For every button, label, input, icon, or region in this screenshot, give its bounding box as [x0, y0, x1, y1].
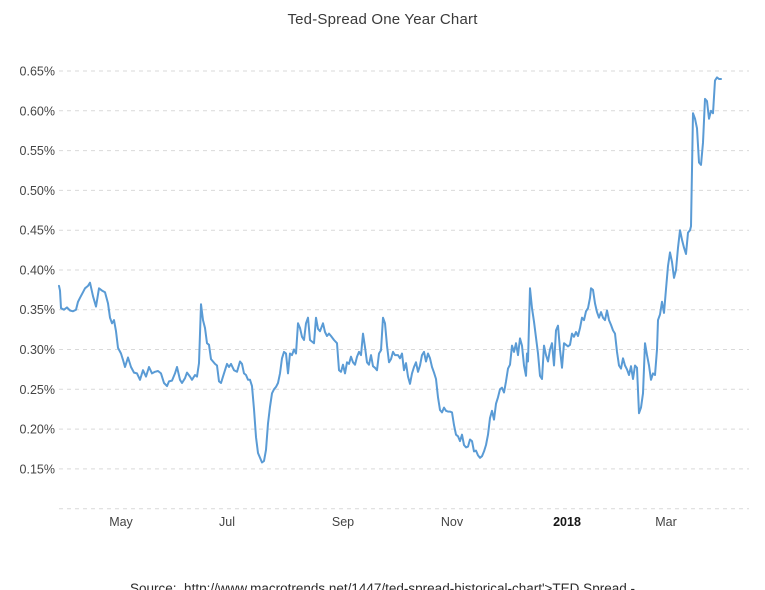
- y-axis-tick-label: 0.50%: [20, 184, 55, 198]
- y-axis-tick-label: 0.15%: [20, 462, 55, 476]
- x-axis-tick-label: May: [109, 515, 133, 529]
- source-caption: Source: http://www.macrotrends.net/1447/…: [0, 541, 765, 590]
- ted-spread-series-line: [58, 76, 722, 464]
- y-axis-tick-label: 0.45%: [20, 224, 55, 238]
- source-line-1: Source: http://www.macrotrends.net/1447/…: [130, 581, 635, 590]
- x-axis-tick-label: 2018: [553, 515, 581, 529]
- y-axis-tick-label: 0.55%: [20, 144, 55, 158]
- chart-title: Ted-Spread One Year Chart: [287, 11, 478, 28]
- x-axis-tick-label: Mar: [655, 515, 677, 529]
- x-axis-tick-label: Jul: [219, 515, 235, 529]
- y-axis-tick-label: 0.65%: [20, 65, 55, 79]
- x-axis-tick-label: Sep: [332, 515, 354, 529]
- y-axis-tick-label: 0.35%: [20, 303, 55, 317]
- x-axis-tick-label: Nov: [441, 515, 464, 529]
- y-axis-tick-label: 0.20%: [20, 423, 55, 437]
- y-axis-tick-label: 0.60%: [20, 104, 55, 118]
- ted-spread-line-chart: 0.65% 0.60% 0.55% 0.50% 0.45% 0.40% 0.35% 0.30%…: [20, 65, 749, 529]
- y-axis-tick-label: 0.30%: [20, 343, 55, 357]
- y-axis-tick-label: 0.25%: [20, 383, 55, 397]
- y-axis-tick-label: 0.40%: [20, 264, 55, 278]
